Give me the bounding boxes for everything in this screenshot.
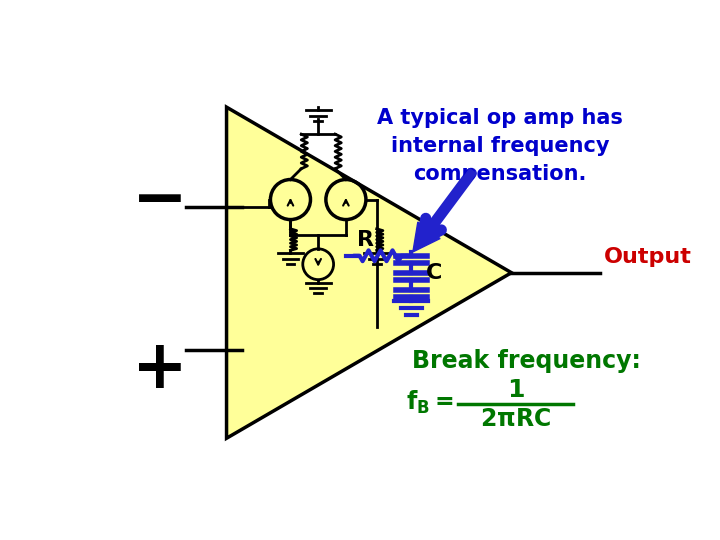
Text: −: − (132, 166, 187, 233)
Polygon shape (426, 169, 476, 233)
Text: +: + (132, 336, 187, 402)
Text: Break frequency:: Break frequency: (413, 349, 642, 373)
Text: $\mathbf{f_B =}$: $\mathbf{f_B =}$ (406, 388, 454, 416)
Polygon shape (413, 222, 440, 252)
Text: R: R (356, 231, 374, 251)
Polygon shape (227, 107, 511, 438)
Text: $\mathbf{2\pi RC}$: $\mathbf{2\pi RC}$ (480, 407, 552, 431)
Text: C: C (426, 262, 443, 283)
Text: 1: 1 (507, 378, 524, 402)
Text: Output: Output (604, 247, 692, 267)
Text: A typical op amp has
internal frequency
compensation.: A typical op amp has internal frequency … (377, 107, 623, 184)
